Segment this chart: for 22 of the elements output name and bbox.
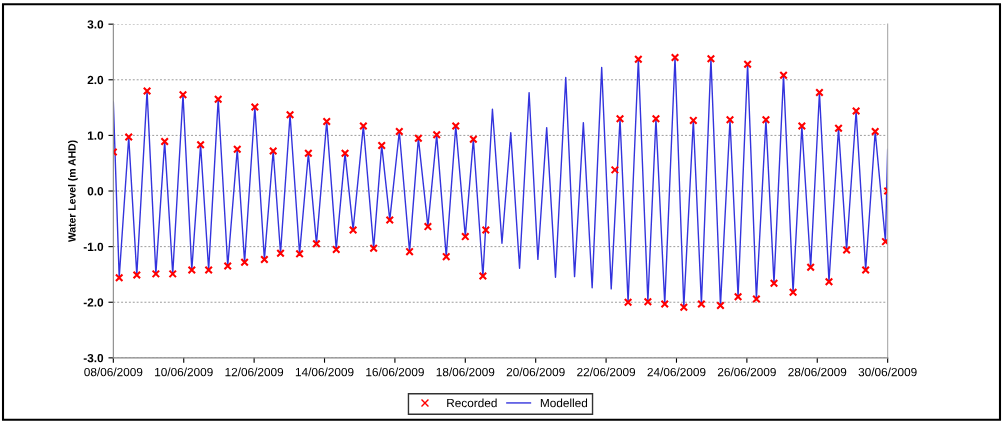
- y-tick-label: 1.0: [87, 131, 104, 140]
- x-tick-label: 08/06/2009: [84, 367, 143, 377]
- x-tick-label: 16/06/2009: [366, 367, 424, 377]
- y-tick-label: -3.0: [83, 353, 104, 363]
- x-tick-label: 24/06/2009: [647, 367, 706, 377]
- y-tick-label: 2.0: [87, 75, 104, 85]
- x-tick-label: 26/06/2009: [717, 367, 776, 377]
- y-tick-label: -2.0: [83, 298, 104, 307]
- x-tick-label: 12/06/2009: [225, 367, 284, 377]
- legend-label: Recorded: [447, 398, 497, 408]
- x-tick-label: 10/06/2009: [155, 367, 213, 377]
- x-tick-label: 22/06/2009: [577, 367, 636, 377]
- x-tick-label: 28/06/2009: [788, 367, 847, 377]
- x-tick-label: 18/06/2009: [436, 367, 495, 377]
- x-tick-label: 30/06/2009: [858, 367, 917, 377]
- y-tick-label: 0.0: [87, 187, 104, 196]
- legend-label: Modelled: [540, 398, 588, 408]
- y-tick-label: 3.0: [87, 20, 104, 29]
- y-tick-label: -1.0: [83, 242, 104, 252]
- y-axis-title: Water Level (m AHD): [68, 140, 78, 243]
- x-tick-label: 14/06/2009: [295, 367, 354, 377]
- x-tick-label: 20/06/2009: [506, 367, 565, 377]
